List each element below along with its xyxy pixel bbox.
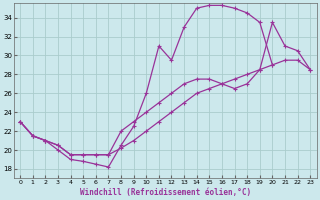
X-axis label: Windchill (Refroidissement éolien,°C): Windchill (Refroidissement éolien,°C) xyxy=(80,188,251,197)
